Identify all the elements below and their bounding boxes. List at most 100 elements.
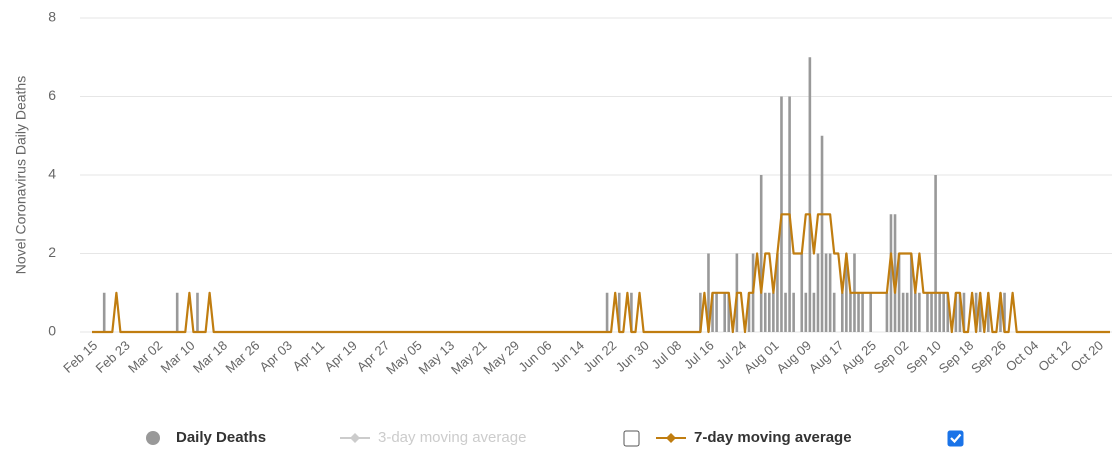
checkbox[interactable] <box>947 430 964 447</box>
x-tick-label: May 21 <box>448 338 490 378</box>
bar <box>808 57 812 332</box>
x-tick-label: Sep 02 <box>871 338 912 377</box>
bar <box>763 292 767 332</box>
moving-average-line <box>92 213 1110 334</box>
bar <box>824 253 828 332</box>
x-tick-label: Sep 10 <box>903 338 944 377</box>
bar <box>934 175 937 332</box>
x-tick-label: Mar 18 <box>190 338 230 376</box>
bar <box>175 292 179 332</box>
checkbox-box <box>623 430 640 447</box>
x-tick-label: Aug 25 <box>838 338 879 377</box>
bar <box>759 175 763 332</box>
bar <box>897 253 901 332</box>
x-tick-label: Mar 02 <box>125 338 165 376</box>
bar <box>747 292 751 332</box>
bar <box>918 292 921 332</box>
y-tick-label: 2 <box>48 244 56 260</box>
bar <box>946 292 950 332</box>
y-tick-label: 8 <box>48 9 56 25</box>
bar <box>962 292 966 332</box>
bar <box>828 253 832 332</box>
checkbox[interactable] <box>623 430 640 447</box>
legend-marker <box>666 433 676 443</box>
bar <box>707 253 710 332</box>
bar <box>942 292 945 332</box>
legend-label[interactable]: 3-day moving average <box>378 429 526 446</box>
bar <box>869 292 872 332</box>
bar <box>727 292 731 332</box>
bar <box>845 253 848 332</box>
bar <box>978 292 982 332</box>
bar <box>699 292 702 332</box>
bar <box>715 292 718 332</box>
bar <box>804 292 808 332</box>
bar <box>909 253 913 332</box>
bar <box>938 292 941 332</box>
legend-label[interactable]: Daily Deaths <box>176 429 266 446</box>
bar <box>772 292 775 332</box>
bar <box>832 292 836 332</box>
x-tick-label: Aug 09 <box>773 338 814 377</box>
legend-marker <box>146 431 160 445</box>
y-tick-label: 6 <box>48 87 56 103</box>
bar <box>630 292 633 332</box>
x-tick-label: Jun 22 <box>580 338 619 375</box>
x-tick-label: May 05 <box>383 338 425 378</box>
checkbox-check <box>950 433 962 444</box>
bar <box>926 292 929 332</box>
y-tick-label: 4 <box>48 166 56 182</box>
bar <box>800 253 804 332</box>
bar <box>905 292 909 332</box>
bar <box>889 214 893 332</box>
bar <box>102 292 106 332</box>
bar <box>974 292 978 332</box>
x-tick-label: Oct 12 <box>1035 338 1073 375</box>
x-tick-label: Jun 30 <box>613 338 652 375</box>
bar <box>816 253 820 332</box>
bar <box>617 292 621 332</box>
legend-marker <box>350 433 360 443</box>
bar <box>885 292 889 332</box>
x-tick-label: Apr 03 <box>256 338 295 375</box>
bar <box>1003 292 1006 332</box>
x-tick-label: Mar 26 <box>222 338 262 376</box>
bar <box>196 292 199 332</box>
bar <box>784 292 787 332</box>
bar <box>901 292 905 332</box>
bar <box>768 292 771 332</box>
x-tick-label: Sep 18 <box>936 338 977 377</box>
x-tick-label: Mar 10 <box>158 338 198 376</box>
bar <box>812 292 816 332</box>
bar <box>776 253 779 332</box>
x-tick-label: Aug 17 <box>806 338 847 377</box>
x-tick-label: Jul 16 <box>681 338 717 372</box>
x-tick-label: Apr 19 <box>321 338 360 375</box>
x-tick-label: Aug 01 <box>741 338 782 377</box>
x-tick-label: Jun 06 <box>516 338 555 375</box>
y-tick-label: 0 <box>48 323 56 339</box>
x-tick-label: Feb 15 <box>60 338 100 376</box>
y-axis-label: Novel Coronavirus Daily Deaths <box>13 76 29 274</box>
bar <box>914 292 917 332</box>
bar <box>930 292 933 332</box>
bar <box>605 292 609 332</box>
x-tick-label: May 29 <box>480 338 522 378</box>
bar <box>861 292 864 332</box>
x-tick-label: Feb 23 <box>93 338 133 376</box>
bar <box>792 292 795 332</box>
x-tick-label: May 13 <box>415 338 457 378</box>
x-tick-label: Sep 26 <box>968 338 1009 377</box>
bar <box>711 292 714 332</box>
legend-label[interactable]: 7-day moving average <box>694 429 852 446</box>
bar <box>841 292 844 332</box>
bar <box>893 214 897 332</box>
bar <box>820 135 824 332</box>
bar <box>987 292 990 332</box>
x-tick-label: Jul 08 <box>649 338 685 372</box>
bar <box>857 292 860 332</box>
x-tick-label: Jun 14 <box>548 338 587 375</box>
bar <box>999 292 1002 332</box>
bar <box>723 292 726 332</box>
